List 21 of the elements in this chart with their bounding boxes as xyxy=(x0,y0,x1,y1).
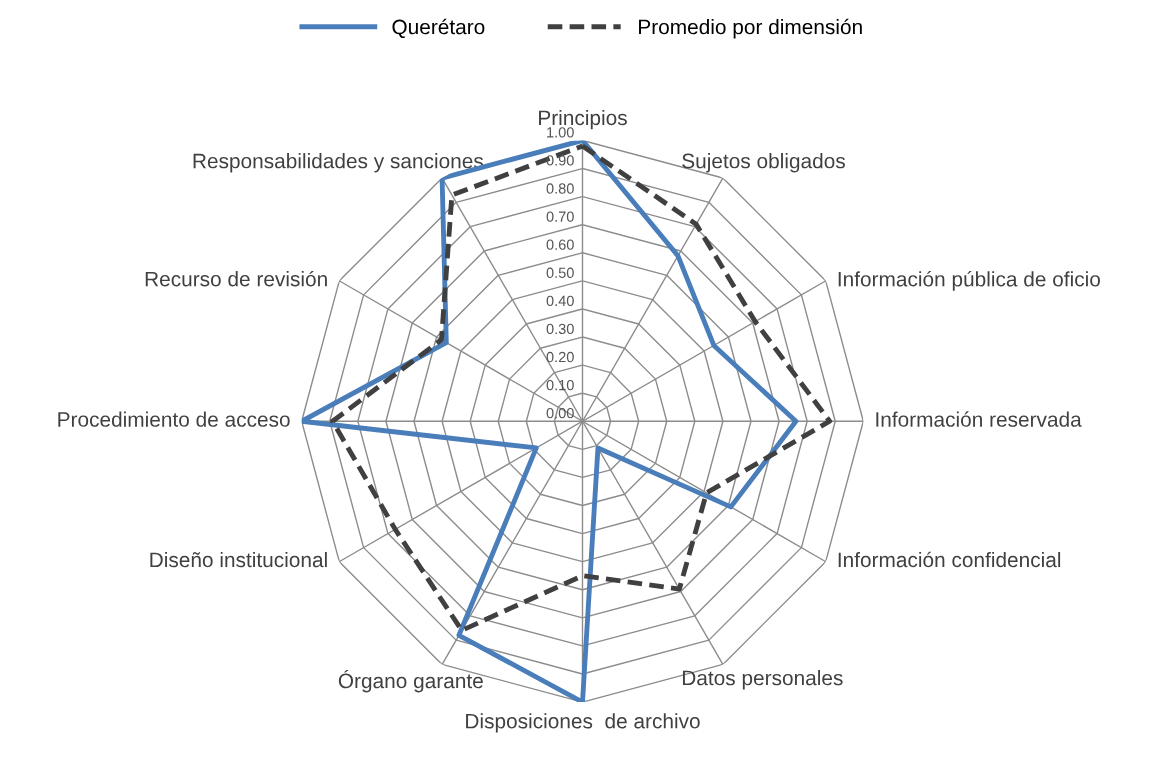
y-tick-label: 0.60 xyxy=(546,239,574,250)
y-tick-label: 0.40 xyxy=(546,295,574,307)
spoke-label: Información reservada xyxy=(876,411,1082,427)
legend-label: Promedio por dimensión xyxy=(639,18,862,39)
y-tick-label: 0.20 xyxy=(546,351,574,363)
y-tick-label: 0.70 xyxy=(546,211,574,222)
spoke-label: Información confidencial xyxy=(838,551,1061,568)
spoke-label: Sujetos obligados xyxy=(682,153,845,173)
y-tick-label: 0.50 xyxy=(546,267,574,278)
spoke-label: Disposiciones de archivo xyxy=(466,713,700,733)
spoke-label: Procedimiento de acceso xyxy=(58,411,290,427)
spoke-label: Recurso de revisión xyxy=(145,270,327,287)
y-tick-label: 0.90 xyxy=(546,155,574,166)
y-tick-label: 0.30 xyxy=(546,323,574,335)
y-tick-label: 0.80 xyxy=(546,183,574,194)
spoke-label: Órgano garante xyxy=(338,670,483,693)
legend-label: Querétaro xyxy=(392,18,485,39)
spoke-label: Datos personales xyxy=(682,670,843,690)
spoke-label: Información pública de oficio xyxy=(838,271,1100,291)
spoke-label: Responsabilidades y sanciones xyxy=(193,153,484,173)
spoke-label: Diseño institucional xyxy=(150,551,327,568)
